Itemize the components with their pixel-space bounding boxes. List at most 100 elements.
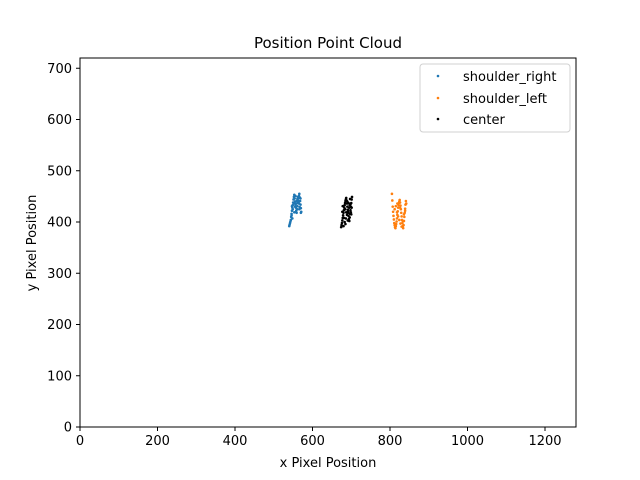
legend-label-shoulder-right: shoulder_right xyxy=(463,70,556,85)
point-center xyxy=(349,213,353,216)
point-shoulder-right xyxy=(295,207,299,211)
point-center xyxy=(342,224,345,228)
y-tick-label: 500 xyxy=(47,164,72,179)
plot-frame xyxy=(79,57,577,428)
point-shoulder-left xyxy=(396,215,400,218)
point-shoulder-right xyxy=(291,217,294,220)
point-center xyxy=(344,210,348,214)
point-shoulder-right xyxy=(296,197,299,201)
point-center xyxy=(349,210,353,214)
point-shoulder-left xyxy=(398,201,402,204)
point-center xyxy=(348,203,352,207)
point-center xyxy=(341,219,344,222)
point-center xyxy=(339,225,343,229)
point-shoulder-right xyxy=(291,207,295,211)
point-shoulder-left xyxy=(396,206,400,209)
y-tick-label: 300 xyxy=(47,267,72,282)
point-shoulder-left xyxy=(390,192,394,196)
point-shoulder-right xyxy=(293,197,296,200)
point-shoulder-left xyxy=(404,199,408,203)
x-tick-label: 400 xyxy=(223,434,248,449)
point-shoulder-right xyxy=(297,202,301,205)
y-tick-label: 100 xyxy=(47,369,72,384)
point-center xyxy=(344,222,347,226)
legend-label-center: center xyxy=(463,113,505,128)
series-shoulder-left xyxy=(390,192,408,230)
x-tick-label: 1200 xyxy=(528,434,561,449)
point-shoulder-right xyxy=(296,195,300,199)
point-shoulder-left xyxy=(391,199,394,202)
point-shoulder-right xyxy=(290,204,294,208)
x-tick-label: 200 xyxy=(145,434,170,449)
point-shoulder-left xyxy=(394,222,398,226)
point-shoulder-left xyxy=(401,219,405,223)
x-tick-label: 1000 xyxy=(451,434,484,449)
y-tick-label: 200 xyxy=(47,318,72,333)
y-axis-title: y Pixel Position xyxy=(25,195,40,292)
point-center xyxy=(343,207,347,211)
point-shoulder-left xyxy=(395,220,398,223)
point-shoulder-left xyxy=(399,204,402,207)
point-shoulder-left xyxy=(392,214,395,218)
point-shoulder-right xyxy=(293,205,297,208)
point-shoulder-right xyxy=(299,197,302,200)
point-center xyxy=(348,206,351,209)
x-tick-label: 600 xyxy=(300,434,325,449)
point-shoulder-left xyxy=(400,225,403,228)
legend-marker-shoulder-right xyxy=(436,74,440,78)
point-shoulder-left xyxy=(403,207,407,210)
point-shoulder-left xyxy=(403,209,407,213)
point-center xyxy=(341,204,345,208)
series-center xyxy=(339,195,354,229)
point-center xyxy=(341,214,345,217)
point-center xyxy=(340,221,344,225)
point-shoulder-left xyxy=(398,218,401,222)
point-shoulder-right xyxy=(292,210,296,214)
point-shoulder-left xyxy=(404,202,408,205)
point-center xyxy=(346,205,349,208)
point-shoulder-right xyxy=(298,205,302,209)
x-tick-label: 0 xyxy=(76,434,84,449)
point-shoulder-left xyxy=(392,218,396,221)
point-center xyxy=(348,197,352,201)
point-shoulder-left xyxy=(398,198,401,202)
point-shoulder-left xyxy=(403,215,406,219)
point-center xyxy=(350,206,353,209)
point-shoulder-right xyxy=(288,223,291,226)
point-shoulder-right xyxy=(289,220,292,223)
point-shoulder-left xyxy=(394,224,398,228)
point-center xyxy=(350,195,354,199)
legend-box xyxy=(419,63,571,133)
point-shoulder-right xyxy=(294,194,297,198)
point-center xyxy=(340,223,343,227)
y-axis: 0 100 200 300 400 500 600 700 xyxy=(47,62,80,436)
legend: shoulder_right shoulder_left center xyxy=(419,63,571,133)
y-tick-label: 400 xyxy=(47,216,72,231)
point-shoulder-left xyxy=(402,213,406,216)
point-shoulder-left xyxy=(394,204,398,208)
point-shoulder-right xyxy=(295,199,298,203)
series-shoulder-right xyxy=(287,192,303,228)
point-center xyxy=(344,196,348,200)
point-shoulder-left xyxy=(400,215,403,218)
point-shoulder-left xyxy=(398,206,402,209)
plot-points xyxy=(287,192,408,230)
point-shoulder-left xyxy=(396,202,399,205)
point-shoulder-left xyxy=(395,217,399,220)
point-shoulder-left xyxy=(392,221,396,225)
point-shoulder-right xyxy=(294,202,298,205)
point-center xyxy=(342,216,346,220)
point-center xyxy=(346,219,350,222)
point-center xyxy=(347,201,350,205)
point-shoulder-left xyxy=(399,211,403,215)
y-tick-label: 700 xyxy=(47,62,72,77)
point-shoulder-right xyxy=(299,211,303,215)
legend-marker-shoulder-left xyxy=(436,96,440,100)
x-tick-label: 800 xyxy=(378,434,403,449)
point-center xyxy=(343,203,346,207)
chart-title: Position Point Cloud xyxy=(254,34,402,52)
point-shoulder-left xyxy=(391,205,395,208)
point-shoulder-right xyxy=(295,211,298,215)
legend-label-shoulder-left: shoulder_left xyxy=(463,92,547,107)
